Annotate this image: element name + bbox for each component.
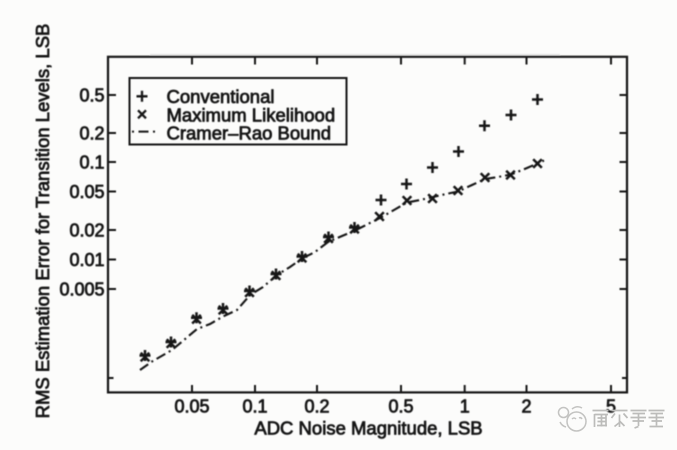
svg-text:RMS Estimation Error for Trans: RMS Estimation Error for Transition Leve…	[32, 24, 53, 419]
svg-text:1: 1	[460, 397, 470, 417]
svg-text:0.5: 0.5	[388, 397, 413, 417]
svg-text:0.05: 0.05	[174, 397, 209, 417]
svg-text:0.01: 0.01	[69, 250, 104, 270]
svg-text:2: 2	[521, 397, 531, 417]
svg-text:0.2: 0.2	[79, 124, 104, 144]
svg-text:0.02: 0.02	[69, 221, 104, 241]
svg-text:0.1: 0.1	[242, 397, 267, 417]
svg-text:0.2: 0.2	[304, 397, 329, 417]
svg-text:Conventional: Conventional	[167, 86, 275, 107]
svg-text:0.1: 0.1	[79, 153, 104, 173]
svg-text:0.05: 0.05	[69, 182, 104, 202]
svg-text:0.5: 0.5	[79, 86, 104, 106]
svg-text:ADC Noise Magnitude, LSB: ADC Noise Magnitude, LSB	[254, 418, 482, 439]
svg-text:Cramer–Rao Bound: Cramer–Rao Bound	[167, 122, 332, 143]
svg-text:0.005: 0.005	[59, 280, 104, 300]
svg-text:Maximum Likelihood: Maximum Likelihood	[167, 105, 336, 126]
svg-text:5: 5	[606, 397, 616, 417]
